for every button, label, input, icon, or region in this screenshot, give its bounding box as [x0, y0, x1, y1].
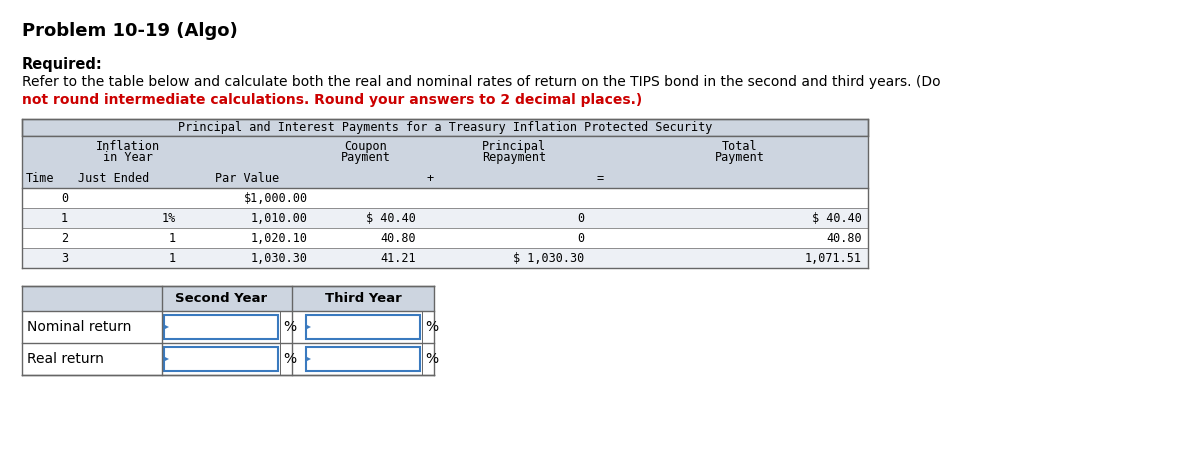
Bar — [306, 347, 420, 371]
Text: 1: 1 — [169, 251, 176, 265]
Text: %: % — [283, 352, 296, 366]
Text: 3: 3 — [61, 251, 68, 265]
Text: Required:: Required: — [22, 57, 103, 72]
Text: %: % — [425, 320, 438, 334]
Text: 2: 2 — [61, 232, 68, 244]
Text: Just Ended: Just Ended — [78, 172, 149, 185]
Text: $1,000.00: $1,000.00 — [244, 191, 308, 204]
Polygon shape — [306, 356, 311, 361]
Text: Par Value: Par Value — [215, 172, 280, 185]
Text: Payment: Payment — [715, 151, 764, 164]
Text: Payment: Payment — [341, 151, 391, 164]
Text: Time: Time — [26, 172, 54, 185]
Text: Problem 10-19 (Algo): Problem 10-19 (Algo) — [22, 22, 238, 40]
Bar — [22, 208, 868, 228]
Text: 0: 0 — [577, 212, 584, 224]
Bar — [164, 315, 278, 339]
Text: 1,020.10: 1,020.10 — [251, 232, 308, 244]
Text: =: = — [596, 172, 604, 185]
Polygon shape — [306, 324, 311, 329]
Text: Third Year: Third Year — [325, 292, 401, 305]
Text: 1: 1 — [61, 212, 68, 224]
Text: 1,071.51: 1,071.51 — [805, 251, 862, 265]
Text: 1,010.00: 1,010.00 — [251, 212, 308, 224]
Text: Principal: Principal — [482, 140, 546, 153]
Text: +: + — [426, 172, 433, 185]
Text: Total: Total — [722, 140, 758, 153]
Text: Second Year: Second Year — [175, 292, 268, 305]
Bar — [22, 228, 868, 248]
Text: $ 40.40: $ 40.40 — [366, 212, 416, 224]
Bar — [22, 343, 434, 375]
Text: not round intermediate calculations. Round your answers to 2 decimal places.): not round intermediate calculations. Rou… — [22, 93, 642, 107]
Text: Nominal return: Nominal return — [28, 320, 131, 334]
Bar — [22, 286, 434, 311]
Text: $ 40.40: $ 40.40 — [812, 212, 862, 224]
Bar — [306, 315, 420, 339]
Polygon shape — [164, 324, 169, 329]
Text: 1,030.30: 1,030.30 — [251, 251, 308, 265]
Text: in Year: in Year — [103, 151, 152, 164]
Text: $ 1,030.30: $ 1,030.30 — [512, 251, 584, 265]
Text: %: % — [283, 320, 296, 334]
Text: Inflation: Inflation — [96, 140, 160, 153]
Bar — [22, 119, 868, 136]
Text: Repayment: Repayment — [482, 151, 546, 164]
Bar — [22, 188, 868, 208]
Polygon shape — [164, 356, 169, 361]
Bar — [22, 136, 868, 188]
Bar — [164, 347, 278, 371]
Text: 41.21: 41.21 — [380, 251, 416, 265]
Text: 1: 1 — [169, 232, 176, 244]
Text: 40.80: 40.80 — [827, 232, 862, 244]
Text: Refer to the table below and calculate both the real and nominal rates of return: Refer to the table below and calculate b… — [22, 75, 941, 89]
Text: 0: 0 — [61, 191, 68, 204]
Text: 40.80: 40.80 — [380, 232, 416, 244]
Bar — [22, 311, 434, 343]
Text: %: % — [425, 352, 438, 366]
Text: Coupon: Coupon — [344, 140, 388, 153]
Bar — [22, 248, 868, 268]
Text: 1%: 1% — [162, 212, 176, 224]
Text: Real return: Real return — [28, 352, 104, 366]
Text: 0: 0 — [577, 232, 584, 244]
Text: Principal and Interest Payments for a Treasury Inflation Protected Security: Principal and Interest Payments for a Tr… — [178, 121, 712, 134]
